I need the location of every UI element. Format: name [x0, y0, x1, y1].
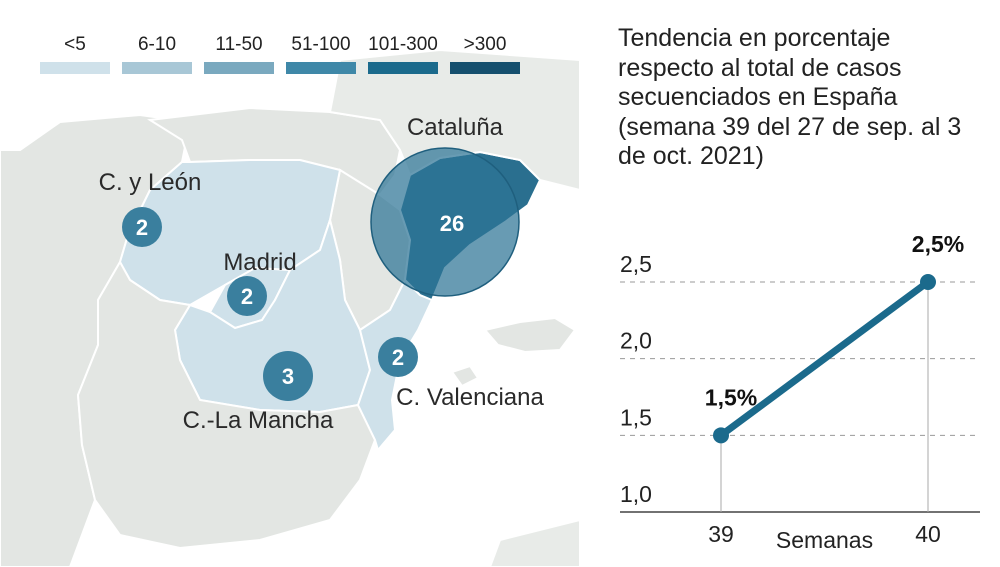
data-label: 1,5% [705, 384, 757, 410]
legend-label: 6-10 [137, 34, 177, 55]
spain-map: 26 Cataluña 2 C. y León 2 Madrid 3 C.-La… [0, 48, 580, 567]
legend-label: <5 [64, 34, 86, 55]
y-tick-label: 1,5 [620, 404, 652, 430]
bubble-madrid-value: 2 [241, 284, 253, 309]
bubble-cataluna-value: 26 [440, 211, 464, 236]
legend-label: 51-100 [291, 34, 351, 55]
bubble-castilla-leon [122, 207, 162, 247]
bubble-madrid [227, 276, 267, 316]
land-france [328, 48, 580, 192]
bubble-castilla-la-mancha-value: 3 [282, 364, 294, 389]
bubble-valenciana [378, 337, 418, 377]
data-point [920, 274, 936, 290]
legend-swatch [450, 62, 520, 74]
land-ibiza [450, 364, 480, 388]
legend-item: 101-300 [368, 34, 438, 76]
legend-item: 11-50 [204, 34, 274, 76]
x-tick-label: 40 [915, 521, 941, 547]
y-tick-label: 2,0 [620, 328, 652, 354]
legend: <5 6-10 11-50 51-100 101-300 >300 [40, 34, 530, 76]
label-castilla-leon: C. y León [99, 169, 202, 196]
land-africa [488, 518, 580, 567]
label-madrid: Madrid [223, 249, 296, 276]
legend-label: >300 [463, 34, 507, 55]
y-tick-label: 2,5 [620, 251, 652, 277]
x-tick-label: 39 [708, 521, 734, 547]
bubble-castilla-leon-value: 2 [136, 215, 148, 240]
legend-item: 6-10 [122, 34, 192, 76]
legend-label: 11-50 [215, 34, 263, 55]
bubble-castilla-la-mancha [263, 351, 313, 401]
data-point [713, 427, 729, 444]
legend-swatch [40, 62, 110, 74]
label-cataluna: Cataluña [407, 114, 504, 141]
land-balearics [483, 316, 577, 354]
chart-title: Tendencia en porcentaje respecto al tota… [618, 24, 962, 170]
label-castilla-la-mancha: C.-La Mancha [183, 407, 334, 434]
legend-swatch [286, 62, 356, 74]
line-chart: 1,0 1,5 2,0 2,5 1,5% 39 2,5% 40 Semanas [620, 231, 980, 553]
legend-swatch [122, 62, 192, 74]
x-axis-title: Semanas [776, 527, 873, 553]
y-tick-label: 1,0 [620, 481, 652, 507]
series-line [717, 278, 932, 439]
bubble-cataluna [370, 147, 520, 297]
legend-item: 51-100 [286, 34, 356, 76]
legend-item: >300 [450, 34, 520, 76]
legend-item: <5 [40, 34, 110, 76]
legend-swatch [204, 62, 274, 74]
bubble-valenciana-value: 2 [392, 345, 404, 370]
legend-swatch [368, 62, 438, 74]
map-panel: 26 Cataluña 2 C. y León 2 Madrid 3 C.-La… [0, 34, 580, 567]
legend-label: 101-300 [368, 34, 438, 55]
data-label: 2,5% [912, 231, 964, 257]
label-valenciana: C. Valenciana [396, 384, 544, 411]
